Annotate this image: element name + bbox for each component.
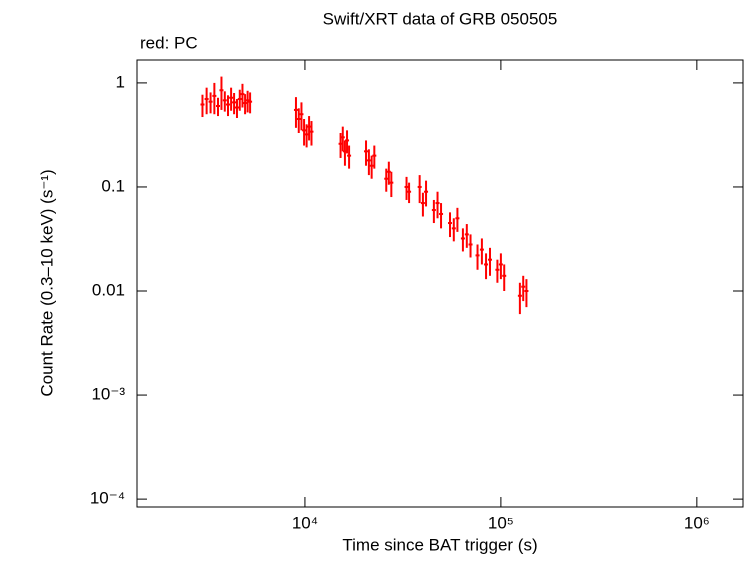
x-tick-label: 10⁶ [684,513,710,532]
y-tick-label: 0.01 [92,280,125,299]
y-tick-label: 10⁻³ [91,385,125,404]
x-tick-label: 10⁴ [292,513,318,532]
x-axis-label: Time since BAT trigger (s) [342,535,537,554]
y-tick-label: 0.1 [101,176,125,195]
subtitle: red: PC [140,33,198,52]
x-tick-label: 10⁵ [488,513,514,532]
plot-frame [136,59,744,508]
chart-title: Swift/XRT data of GRB 050505 [323,9,558,28]
y-tick-label: 1 [116,72,125,91]
y-axis-label: Count Rate (0.3–10 keV) (s⁻¹) [37,169,56,396]
y-tick-label: 10⁻⁴ [90,489,125,508]
